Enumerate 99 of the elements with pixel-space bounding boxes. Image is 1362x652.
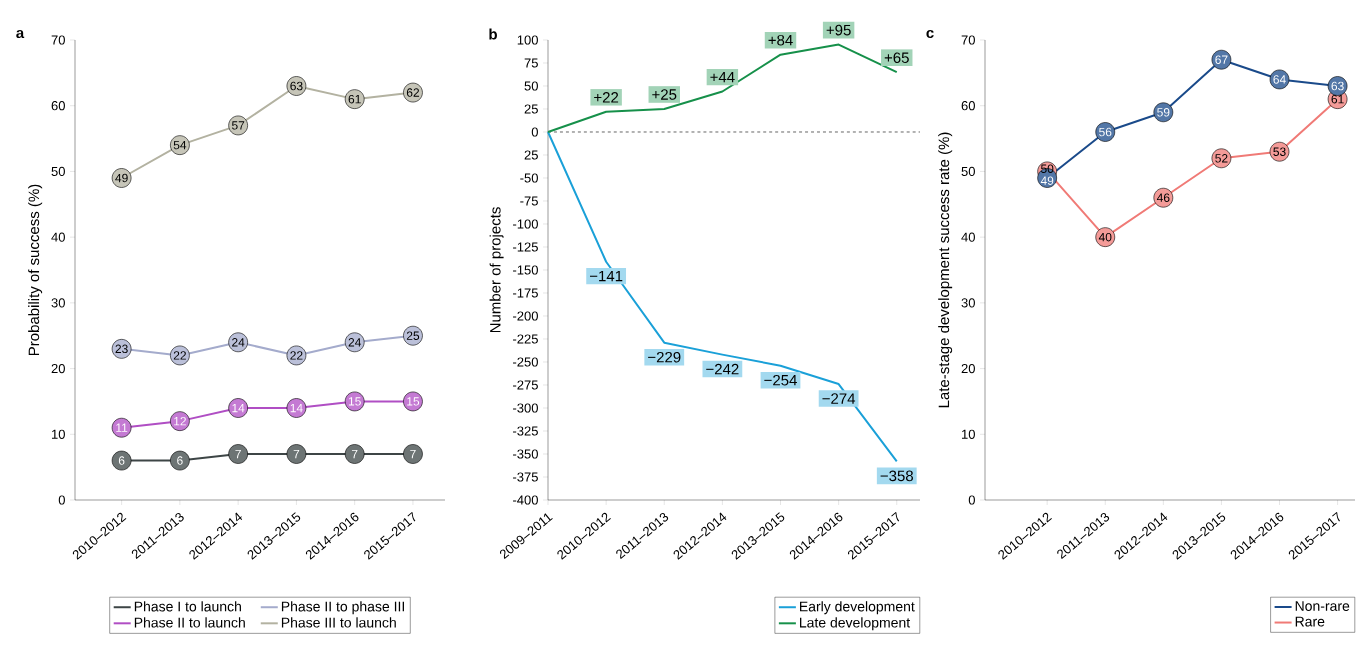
y-tick-label: 75 — [524, 58, 538, 68]
data-label: 40 — [1098, 232, 1112, 242]
y-tick-label: -200 — [513, 311, 538, 321]
y-axis-title: Late-stage development success rate (%) — [938, 132, 953, 408]
y-tick-label: -50 — [520, 173, 538, 183]
y-axis-title: Probability of success (%) — [28, 184, 43, 356]
data-label: 67 — [1215, 55, 1228, 64]
legend-label: Phase II to phase III — [281, 601, 404, 615]
data-label: −242 — [706, 363, 739, 375]
y-tick-label: 0 — [968, 495, 975, 505]
data-label: 49 — [115, 173, 128, 183]
data-label: 11 — [116, 423, 128, 432]
data-label: +65 — [884, 52, 909, 63]
y-tick-label: 0 — [58, 495, 65, 505]
y-tick-label: -400 — [513, 495, 538, 505]
y-tick-label: 30 — [961, 298, 975, 308]
y-tick-label: 10 — [962, 429, 975, 439]
data-label: 61 — [348, 94, 361, 104]
legend-label: Early development — [800, 601, 915, 615]
y-axis-title: Number of projects — [489, 207, 504, 333]
data-label: 6 — [118, 456, 125, 465]
y-tick-label: -175 — [513, 288, 538, 298]
data-label: 7 — [235, 449, 241, 459]
data-label: +95 — [826, 24, 851, 36]
data-label: 24 — [348, 338, 362, 347]
chart-title: c — [926, 29, 934, 39]
data-label: 7 — [351, 449, 358, 459]
y-tick-label: 40 — [961, 232, 975, 242]
chart-title: b — [489, 28, 497, 40]
y-tick-label: 25 — [524, 150, 538, 160]
data-label: 53 — [1273, 147, 1286, 156]
data-label: 52 — [1215, 154, 1228, 163]
y-tick-label: 0 — [531, 127, 538, 137]
data-label: 62 — [406, 88, 420, 97]
data-label: −358 — [880, 470, 913, 482]
data-label: 23 — [115, 344, 128, 354]
data-label: 14 — [232, 403, 245, 413]
y-tick-label: -125 — [513, 242, 538, 252]
data-label: +44 — [710, 72, 735, 83]
y-tick-label: -225 — [513, 334, 538, 344]
data-label: 63 — [290, 81, 303, 91]
legend-label: Non-rare — [1295, 601, 1350, 611]
data-label: +25 — [652, 89, 677, 100]
y-tick-label: 30 — [51, 298, 65, 308]
data-label: 15 — [407, 397, 420, 406]
data-label: 63 — [1331, 81, 1344, 91]
data-label: 7 — [410, 449, 416, 459]
y-tick-label: 10 — [51, 429, 65, 439]
y-tick-label: 20 — [961, 363, 975, 374]
data-label: −229 — [648, 351, 681, 363]
data-label: 61 — [1331, 94, 1344, 104]
legend-label: Rare — [1295, 616, 1325, 627]
y-tick-label: 20 — [51, 363, 65, 374]
y-tick-label: -275 — [513, 380, 538, 390]
y-tick-label: 60 — [51, 101, 65, 111]
y-tick-label: -300 — [513, 403, 538, 413]
y-tick-label: 50 — [524, 81, 538, 91]
chart-title: a — [16, 29, 25, 39]
y-tick-label: -100 — [513, 219, 538, 229]
y-tick-label: -350 — [513, 449, 538, 459]
y-tick-label: -375 — [513, 472, 538, 482]
data-label: 14 — [290, 403, 303, 413]
line-series — [547, 131, 898, 463]
y-tick-label: -75 — [520, 196, 538, 206]
data-label: 22 — [290, 351, 303, 360]
y-tick-label: -325 — [513, 426, 538, 436]
y-tick-label: 70 — [961, 35, 975, 45]
legend-label: Phase I to launch — [134, 601, 241, 612]
legend-label: Phase II to launch — [134, 617, 245, 628]
legend-label: Late development — [800, 617, 911, 631]
y-tick-label: 60 — [961, 101, 975, 111]
y-tick-label: 100 — [517, 35, 538, 45]
y-tick-label: 50 — [51, 166, 65, 177]
data-label: 57 — [231, 121, 245, 130]
data-label: 64 — [1273, 75, 1286, 84]
y-tick-label: 25 — [524, 104, 538, 114]
data-label: 59 — [1157, 108, 1170, 117]
data-label: −254 — [764, 374, 797, 386]
data-label: 56 — [1099, 127, 1112, 137]
y-tick-label: -150 — [513, 265, 538, 275]
data-label: 24 — [232, 338, 245, 347]
y-tick-label: -250 — [513, 357, 538, 367]
data-label: +84 — [768, 34, 793, 46]
data-label: 54 — [173, 140, 187, 150]
data-label: +22 — [594, 92, 619, 103]
data-label: 12 — [174, 416, 186, 426]
data-label: 49 — [1040, 176, 1054, 185]
data-label: −274 — [822, 393, 856, 404]
data-label: 46 — [1156, 193, 1170, 202]
y-tick-label: 40 — [51, 232, 65, 242]
data-label: 15 — [348, 397, 361, 406]
y-tick-label: 50 — [961, 166, 975, 177]
data-label: 22 — [173, 351, 186, 360]
data-label: 6 — [177, 456, 183, 465]
legend-label: Phase III to launch — [281, 617, 396, 628]
data-label: −141 — [589, 270, 623, 282]
data-label: 7 — [293, 449, 300, 459]
data-label: 25 — [406, 331, 420, 340]
y-tick-label: 70 — [51, 35, 65, 45]
